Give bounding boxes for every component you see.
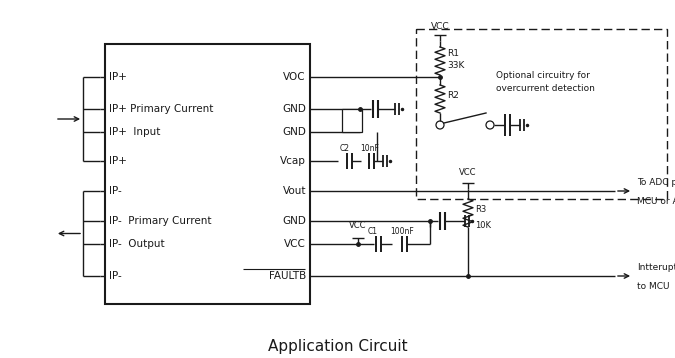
Text: Application Circuit: Application Circuit xyxy=(268,339,407,353)
Text: IP+: IP+ xyxy=(109,156,127,166)
Text: Vcap: Vcap xyxy=(280,156,306,166)
Text: To ADC pin on: To ADC pin on xyxy=(637,178,675,187)
Text: IP-: IP- xyxy=(109,186,121,196)
Text: VCC: VCC xyxy=(349,221,367,230)
Bar xyxy=(105,44,310,304)
Bar xyxy=(342,109,362,132)
Text: 100nF: 100nF xyxy=(390,227,414,236)
Text: FAULTB: FAULTB xyxy=(269,271,306,281)
Bar xyxy=(416,29,667,199)
Text: Intterupt: Intterupt xyxy=(637,263,675,272)
Text: R3: R3 xyxy=(475,204,486,213)
Text: IP-  Output: IP- Output xyxy=(109,239,165,249)
Text: GND: GND xyxy=(282,216,306,226)
Text: VCC: VCC xyxy=(284,239,306,249)
Text: MCU or A/D input: MCU or A/D input xyxy=(637,197,675,206)
Text: GND: GND xyxy=(282,127,306,137)
Text: 10nF: 10nF xyxy=(360,144,379,153)
Text: C1: C1 xyxy=(368,227,378,236)
Text: IP-  Primary Current: IP- Primary Current xyxy=(109,216,211,226)
Text: IP+ Primary Current: IP+ Primary Current xyxy=(109,104,213,114)
Text: VCC: VCC xyxy=(431,22,450,31)
Text: R1: R1 xyxy=(447,48,459,58)
Text: VOC: VOC xyxy=(284,72,306,82)
Text: 10K: 10K xyxy=(475,222,491,231)
Text: Optional circuitry for
overcurrent detection: Optional circuitry for overcurrent detec… xyxy=(496,71,595,93)
Text: VCC: VCC xyxy=(459,168,477,177)
Text: R2: R2 xyxy=(447,91,459,100)
Text: C2: C2 xyxy=(340,144,350,153)
Text: Vout: Vout xyxy=(283,186,306,196)
Text: IP+: IP+ xyxy=(109,72,127,82)
Text: GND: GND xyxy=(282,104,306,114)
Text: 33K: 33K xyxy=(447,62,464,71)
Text: IP+  Input: IP+ Input xyxy=(109,127,161,137)
Text: to MCU: to MCU xyxy=(637,282,670,291)
Text: IP-: IP- xyxy=(109,271,121,281)
